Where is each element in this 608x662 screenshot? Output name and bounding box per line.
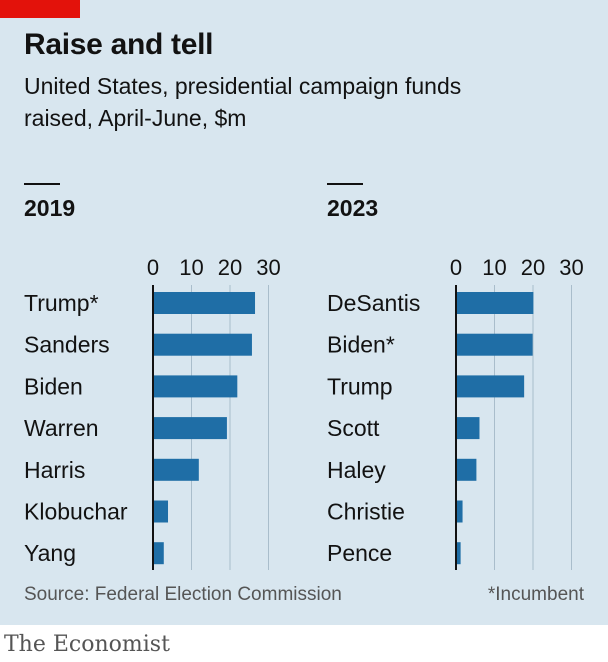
incumbent-note: *Incumbent xyxy=(487,584,584,605)
x-tick-label-2023: 20 xyxy=(521,255,545,280)
bar-2019-6 xyxy=(153,542,164,565)
category-label-2019: Biden xyxy=(24,373,83,399)
chart-title: Raise and tell xyxy=(24,28,214,61)
bar-2019-1 xyxy=(153,333,252,356)
x-tick-label-2019: 30 xyxy=(256,255,280,280)
category-label-2023: Biden* xyxy=(327,332,395,358)
bar-2023-5 xyxy=(456,500,463,523)
source-note: Source: Federal Election Commission xyxy=(24,584,342,605)
x-tick-label-2019: 20 xyxy=(218,255,242,280)
category-label-2019: Sanders xyxy=(24,332,110,358)
category-label-2019: Klobuchar xyxy=(24,499,128,525)
bar-2019-0 xyxy=(153,292,256,314)
panel-title-2023: 2023 xyxy=(327,195,379,221)
bar-2023-3 xyxy=(456,417,480,440)
category-label-2023: Pence xyxy=(327,540,392,566)
bar-2023-6 xyxy=(456,542,461,565)
x-tick-label-2019: 10 xyxy=(179,255,203,280)
x-tick-label-2023: 30 xyxy=(559,255,583,280)
panel-rule-2019 xyxy=(24,183,60,185)
bar-2019-4 xyxy=(153,458,199,481)
bar-2023-1 xyxy=(456,333,533,356)
bar-2019-5 xyxy=(153,500,169,523)
bar-2019-3 xyxy=(153,417,227,440)
category-label-2023: Scott xyxy=(327,415,380,441)
bar-2023-2 xyxy=(456,375,525,398)
category-label-2023: DeSantis xyxy=(327,290,420,316)
brand-logo: The Economist xyxy=(4,632,170,657)
category-label-2023: Haley xyxy=(327,457,386,483)
x-tick-label-2019: 0 xyxy=(147,255,159,280)
brand-red-tag xyxy=(0,0,80,18)
bar-2023-0 xyxy=(456,292,534,314)
bar-chart-2023: 0 10 20 30 DeSantis Biden* Trump Scott Haley Chri… xyxy=(327,255,584,570)
bar-chart-2019: 0 10 20 30 Trump* Sanders Biden Warren Harris Klo… xyxy=(24,255,281,570)
panel-title-2019: 2019 xyxy=(24,195,76,221)
panel-rule-2023 xyxy=(327,183,363,185)
category-label-2023: Christie xyxy=(327,499,405,525)
bar-2019-2 xyxy=(153,375,238,398)
bar-2023-4 xyxy=(456,458,477,481)
chart-subtitle: United States, presidential campaign fun… xyxy=(24,73,462,131)
category-label-2019: Trump* xyxy=(24,290,99,316)
category-label-2019: Harris xyxy=(24,457,85,483)
category-label-2019: Yang xyxy=(24,540,76,566)
x-tick-label-2023: 0 xyxy=(450,255,462,280)
category-label-2023: Trump xyxy=(327,373,393,399)
x-tick-label-2023: 10 xyxy=(482,255,506,280)
category-label-2019: Warren xyxy=(24,415,99,441)
